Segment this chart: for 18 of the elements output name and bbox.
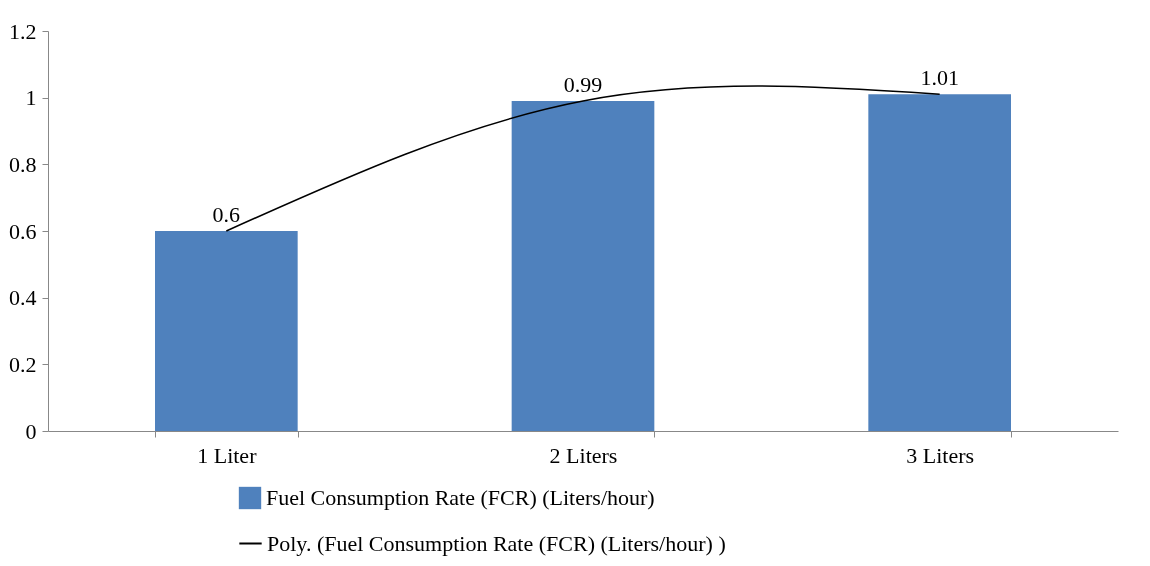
y-tick-label: 0.4 (9, 285, 37, 311)
x-tick-label: 2 Liters (549, 442, 618, 468)
y-tick-label: 1 (25, 85, 37, 111)
data-label: 1.01 (920, 65, 959, 91)
y-tick-label: 1.2 (9, 18, 37, 44)
x-tick-label: 1 Liter (197, 442, 258, 468)
bar (155, 231, 298, 431)
data-label: 0.6 (212, 202, 241, 227)
y-tick-label: 0.6 (9, 218, 37, 244)
y-tick-label: 0 (25, 418, 37, 444)
legend-label: Poly. (Fuel Consumption Rate (FCR) (Liters/hour) ) (267, 530, 726, 556)
y-tick-label: 0.2 (9, 351, 37, 377)
y-tick-label: 0.8 (9, 151, 37, 177)
data-label: 0.99 (563, 72, 603, 97)
legend-label: Fuel Consumption Rate (FCR) (Liters/hour) (266, 485, 655, 510)
bar (868, 94, 1011, 431)
bar (511, 101, 655, 431)
x-tick-label: 3 Liters (906, 442, 975, 468)
